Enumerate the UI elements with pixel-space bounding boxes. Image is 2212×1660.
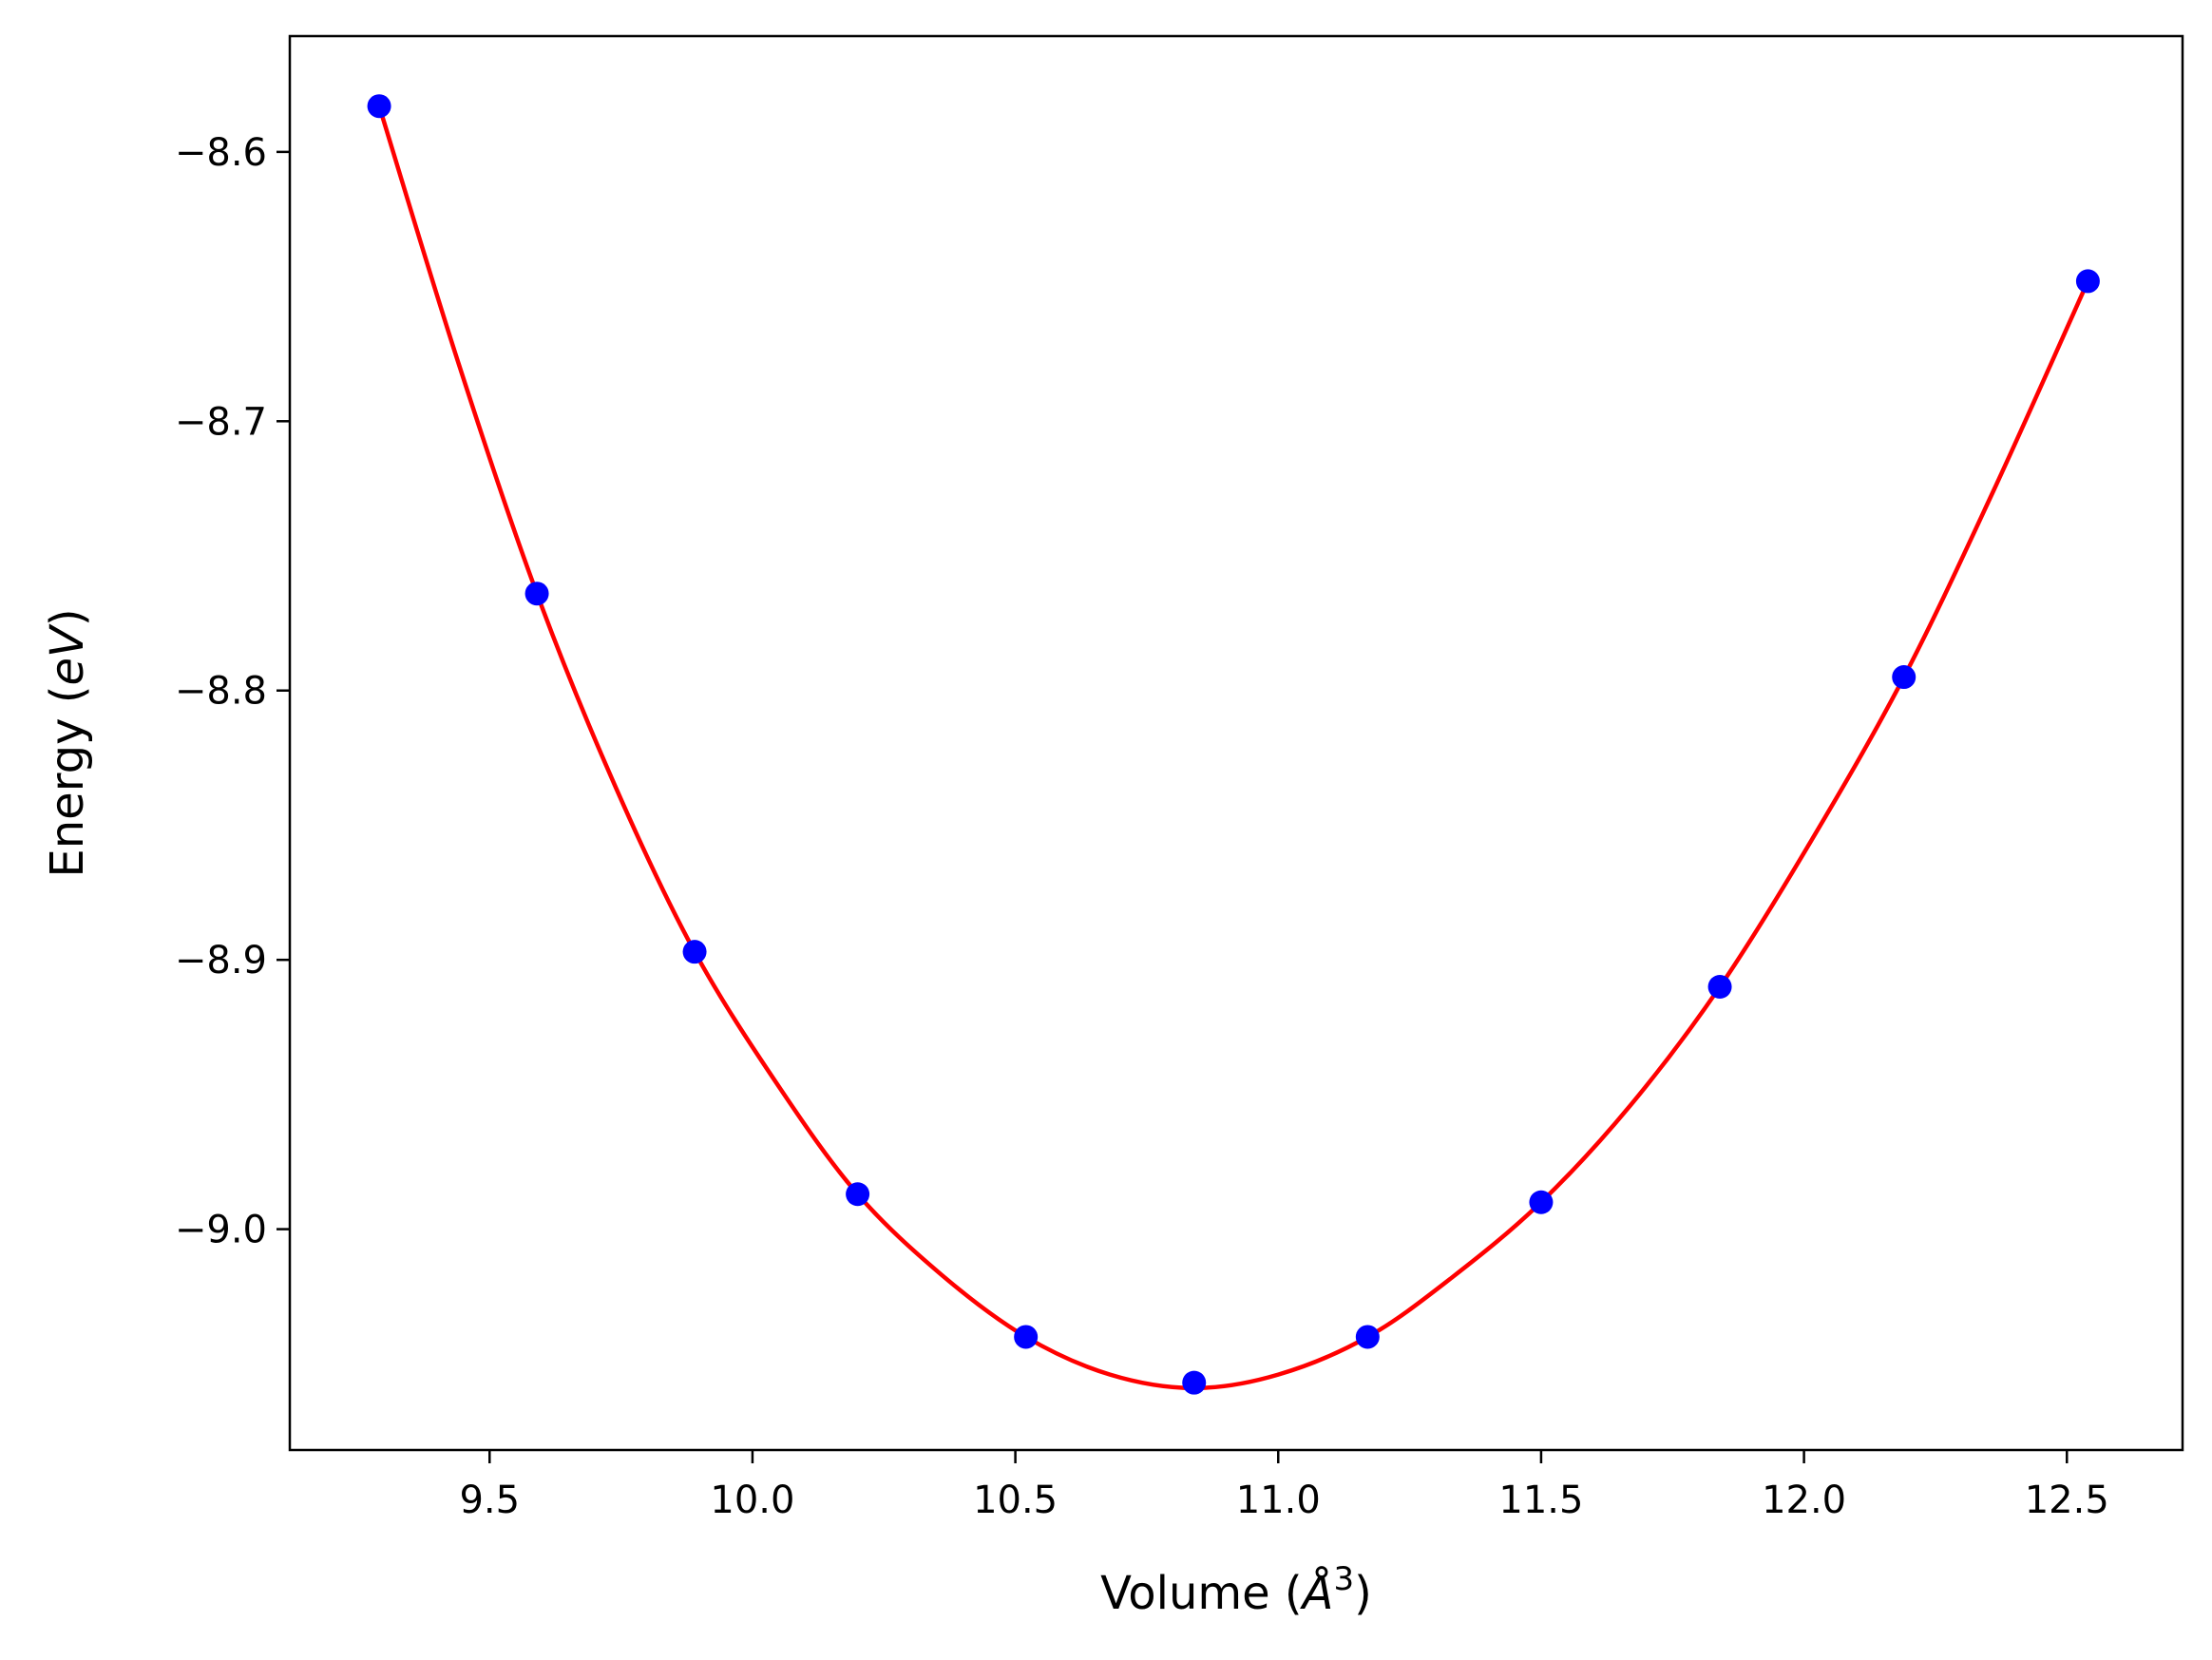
x-tick-label: 12.5 <box>2025 1479 2109 1522</box>
y-axis-ticks: −8.6 −8.7 −8.8 −8.9 −9.0 <box>175 131 290 1252</box>
x-tick-label: 10.0 <box>710 1479 794 1522</box>
x-axis-ticks: 9.5 10.0 10.5 11.0 11.5 12.0 12.5 <box>459 1450 2109 1522</box>
y-tick-label: −8.6 <box>175 131 267 175</box>
x-axis-label: Volume (Å3) <box>1100 1560 1372 1620</box>
data-point <box>524 582 549 606</box>
data-point <box>1529 1190 1554 1214</box>
x-axis-label-unit: Å <box>1300 1566 1334 1620</box>
data-point <box>1355 1325 1380 1349</box>
x-axis-label-close: ) <box>1354 1567 1372 1620</box>
data-point <box>1892 665 1916 690</box>
data-point <box>1182 1370 1207 1395</box>
y-axis-label-text: Energy ( <box>41 686 94 878</box>
data-point <box>1707 975 1732 1000</box>
data-point <box>1014 1325 1039 1349</box>
x-tick-label: 10.5 <box>973 1479 1058 1522</box>
y-tick-label: −8.8 <box>175 670 267 714</box>
y-axis-label-close: ) <box>41 608 94 626</box>
x-axis-label-text: Volume ( <box>1100 1567 1303 1620</box>
y-tick-label: −8.9 <box>175 939 267 983</box>
x-tick-label: 11.5 <box>1498 1479 1583 1522</box>
data-point <box>367 94 391 119</box>
data-point <box>846 1182 870 1207</box>
x-tick-label: 12.0 <box>1762 1479 1846 1522</box>
plot-area <box>367 94 2100 1395</box>
y-axis-label: Energy (eV) <box>41 608 94 877</box>
x-axis-label-exponent: 3 <box>1333 1560 1354 1598</box>
x-tick-label: 9.5 <box>459 1479 520 1522</box>
data-point <box>2075 269 2100 294</box>
x-tick-label: 11.0 <box>1236 1479 1321 1522</box>
plot-frame <box>288 34 2184 1452</box>
y-tick-label: −9.0 <box>175 1209 267 1252</box>
data-point <box>682 940 707 964</box>
y-tick-label: −8.7 <box>175 400 267 444</box>
y-axis-label-unit: eV <box>41 623 94 686</box>
